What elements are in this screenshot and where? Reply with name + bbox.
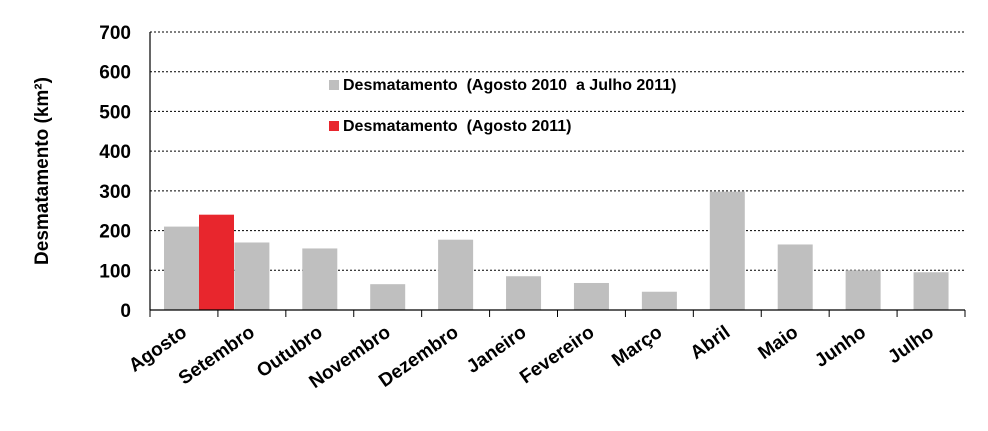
legend-swatch — [329, 121, 339, 131]
x-tick-label: Março — [608, 322, 666, 371]
y-tick-label: 400 — [99, 142, 131, 163]
x-tick-label: Junho — [811, 322, 870, 372]
bar-março — [641, 291, 677, 310]
y-tick-label: 200 — [99, 222, 131, 243]
legend-swatch — [329, 80, 339, 90]
bar-junho — [845, 270, 881, 310]
bar-julho — [913, 272, 949, 310]
y-tick-label: 0 — [120, 301, 131, 322]
x-tick-label: Julho — [884, 322, 938, 368]
x-tick-label: Abril — [687, 322, 734, 364]
y-tick-label: 300 — [99, 182, 131, 203]
bars — [164, 191, 949, 310]
x-tick-label: Fevereiro — [516, 322, 598, 388]
bar-dezembro — [438, 239, 474, 310]
bar-abril — [709, 191, 745, 310]
x-tick-label: Setembro — [175, 322, 259, 389]
bar-highlight-agosto — [199, 214, 234, 310]
bar-setembro — [234, 242, 270, 310]
y-tick-label: 500 — [99, 102, 131, 123]
bar-janeiro — [506, 276, 542, 310]
legend: Desmatamento (Agosto 2010 a Julho 2011) D… — [329, 77, 676, 135]
bar-fevereiro — [573, 282, 609, 310]
y-tick-label: 100 — [99, 261, 131, 282]
bar-novembro — [370, 284, 406, 310]
x-tick-label: Maio — [755, 322, 802, 364]
y-axis-ticks: 0 100 200 300 400 500 600 700 — [99, 23, 131, 322]
gridlines — [150, 31, 965, 271]
legend-label: Desmatamento (Agosto 2011) — [343, 118, 572, 135]
bar-agosto — [164, 226, 199, 310]
y-tick-label: 700 — [99, 23, 131, 44]
x-axis — [149, 32, 966, 317]
bar-outubro — [302, 248, 338, 310]
y-axis-label: Desmatamento (km²) — [32, 77, 53, 265]
bar-maio — [777, 244, 813, 310]
y-tick-label: 600 — [99, 63, 131, 84]
legend-label: Desmatamento (Agosto 2010 a Julho 2011) — [343, 77, 676, 94]
